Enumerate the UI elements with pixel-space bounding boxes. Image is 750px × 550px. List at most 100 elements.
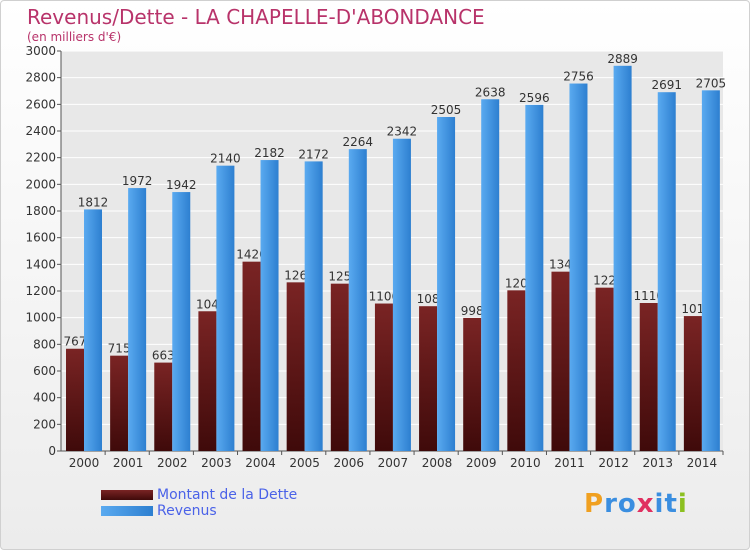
y-tick-label: 1400: [25, 257, 56, 271]
legend-swatch-debt: [101, 490, 153, 500]
legend-label-debt: Montant de la Dette: [157, 487, 298, 503]
data-label: 122: [593, 274, 616, 288]
data-label: 134: [549, 258, 572, 272]
debt-bar: [154, 362, 173, 451]
x-tick-label: 2014: [687, 456, 718, 470]
logo-letter: P: [584, 489, 605, 519]
revenue-bar: [304, 161, 323, 451]
x-tick-label: 2006: [334, 456, 365, 470]
bar-chart: 0 200 400 600 800 1000 1200 1400 1600 1800 2000 220…: [25, 44, 727, 470]
revenue-bar: [172, 192, 191, 452]
x-tick-label: 2002: [157, 456, 188, 470]
y-tick-label: 1200: [25, 284, 56, 298]
y-tick-label: 2600: [25, 97, 56, 111]
revenue-bar: [216, 165, 235, 451]
data-label: 2756: [563, 70, 594, 84]
data-label: 120: [505, 276, 528, 290]
data-label: 2638: [475, 85, 506, 99]
logo-letter: o: [617, 489, 637, 519]
revenue-bar: [613, 65, 632, 452]
revenue-bar: [348, 149, 367, 451]
debt-bar: [110, 355, 129, 451]
revenue-bar: [657, 92, 676, 451]
data-label: 2889: [607, 52, 638, 66]
data-label: 2172: [298, 147, 329, 161]
debt-bar: [551, 271, 570, 451]
data-label: 2342: [387, 125, 418, 139]
logo-letter: x: [636, 489, 655, 519]
revenue-bar: [437, 117, 456, 451]
x-tick-label: 2011: [554, 456, 585, 470]
revenue-bar: [525, 104, 544, 451]
data-label: 1972: [122, 174, 153, 188]
y-tick-label: 2000: [25, 177, 56, 191]
debt-bar: [595, 287, 614, 451]
x-tick-label: 2007: [378, 456, 409, 470]
x-tick-label: 2013: [642, 456, 673, 470]
legend-swatch-revenue: [101, 506, 153, 516]
y-tick-label: 1600: [25, 231, 56, 245]
data-label: 998: [461, 304, 484, 318]
revenue-bar: [128, 188, 147, 452]
y-tick-label: 2400: [25, 124, 56, 138]
chart-subtitle: (en milliers d'€): [27, 30, 122, 44]
revenue-bar: [84, 209, 102, 451]
chart-title: Revenus/Dette - LA CHAPELLE-D'ABONDANCE: [27, 5, 485, 29]
data-label: 1420: [236, 248, 267, 262]
logo-letter: r: [604, 489, 618, 519]
x-tick-label: 2004: [245, 456, 276, 470]
y-tick-label: 0: [48, 444, 56, 458]
data-label: 767: [64, 335, 87, 349]
y-tick-label: 2200: [25, 151, 56, 165]
x-tick-label: 2005: [289, 456, 320, 470]
debt-bar: [639, 303, 658, 451]
y-tick-label: 200: [33, 417, 56, 431]
debt-bar: [330, 283, 349, 451]
data-label: 2705: [696, 76, 727, 90]
debt-bar: [507, 290, 526, 451]
data-label: 2140: [210, 152, 241, 166]
data-label: 108: [417, 292, 440, 306]
x-tick-label: 2003: [201, 456, 232, 470]
data-label: 663: [152, 349, 175, 363]
y-tick-label: 800: [33, 337, 56, 351]
data-label: 1812: [78, 195, 109, 209]
data-label: 104: [196, 297, 219, 311]
data-label: 2691: [651, 78, 682, 92]
y-tick-label: 1000: [25, 311, 56, 325]
revenue-bar: [569, 83, 588, 452]
data-label: 2596: [519, 91, 550, 105]
logo-letter: i: [677, 489, 688, 519]
x-tick-label: 2008: [422, 456, 453, 470]
logo-letter: i: [654, 489, 665, 519]
legend-label-revenue: Revenus: [157, 503, 217, 519]
debt-bar: [286, 282, 305, 451]
debt-bar: [419, 306, 438, 451]
debt-bar: [66, 348, 84, 451]
data-label: 715: [108, 342, 131, 356]
x-tick-label: 2010: [510, 456, 541, 470]
proxiti-logo: Proxiti: [584, 489, 688, 519]
y-tick-label: 400: [33, 391, 56, 405]
revenue-bar: [481, 99, 500, 452]
data-label: 125: [328, 270, 351, 284]
y-tick-label: 600: [33, 364, 56, 378]
debt-bar: [198, 311, 217, 451]
debt-bar: [463, 317, 482, 451]
debt-bar: [374, 303, 393, 451]
debt-bar: [683, 316, 702, 451]
y-tick-label: 1800: [25, 204, 56, 218]
y-tick-label: 2800: [25, 71, 56, 85]
data-label: 2505: [431, 103, 462, 117]
data-label: 2264: [343, 135, 374, 149]
debt-bar: [242, 261, 261, 451]
revenue-bar: [392, 138, 411, 451]
data-label: 126: [284, 268, 307, 282]
data-label: 1110: [633, 289, 664, 303]
data-label: 2182: [254, 146, 285, 160]
revenue-bar: [701, 90, 720, 451]
data-label: 101: [681, 302, 704, 316]
x-tick-label: 2000: [69, 456, 100, 470]
revenue-bar: [260, 160, 279, 452]
